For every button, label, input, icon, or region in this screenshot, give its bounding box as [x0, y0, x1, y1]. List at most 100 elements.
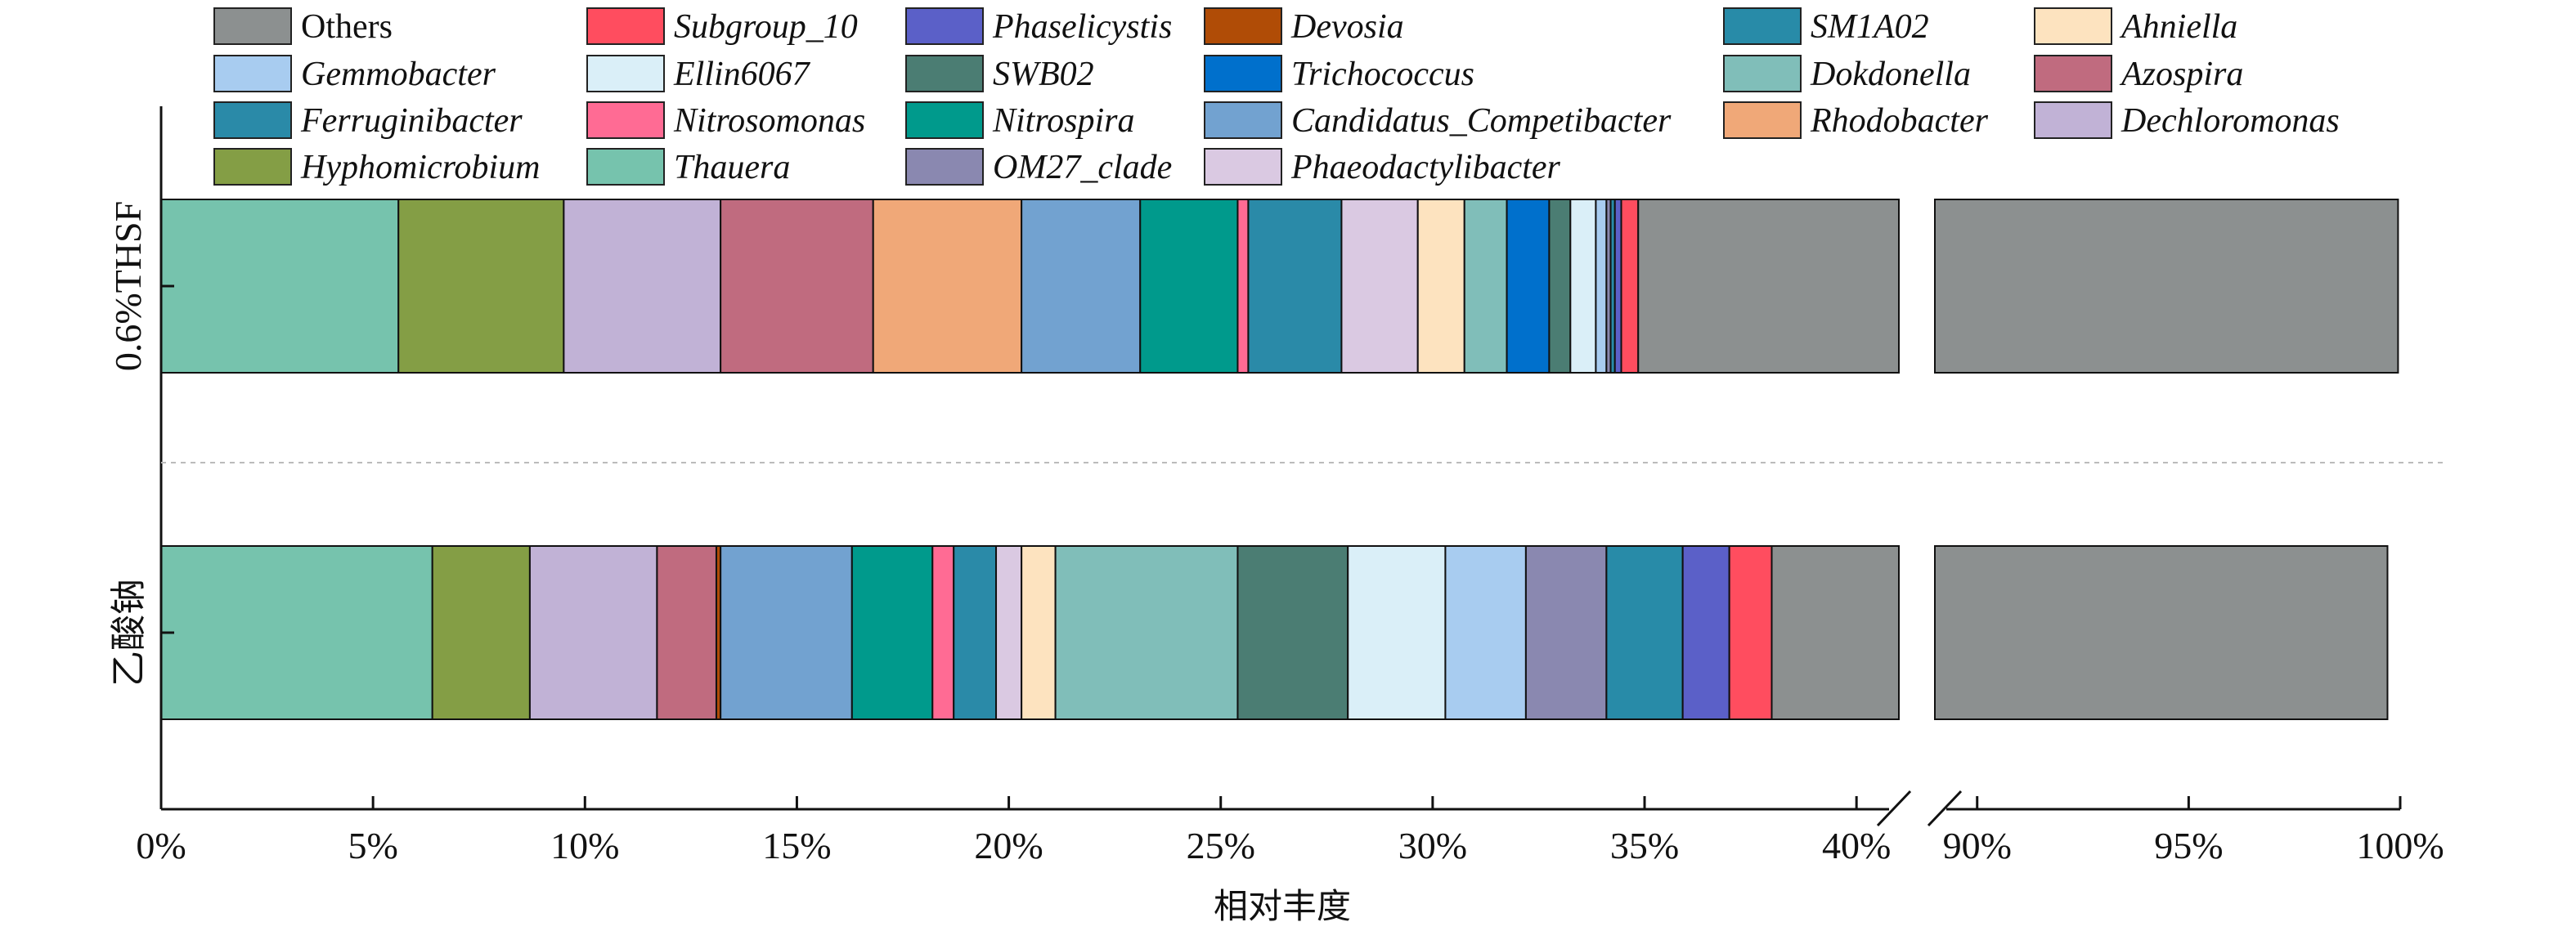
legend-item-azospira: Azospira — [2034, 55, 2243, 93]
x-tick-label: 100% — [2356, 825, 2444, 866]
bar-segment-subgroup-10 — [1620, 199, 1640, 374]
x-axis-title: 相对丰度 — [1214, 886, 1351, 926]
legend-swatch — [1204, 148, 1282, 186]
bar-segment-ellin6067 — [1347, 545, 1447, 720]
bar-segment-others — [1770, 545, 1901, 720]
bar-segment-others — [1637, 199, 1900, 374]
legend-item-trichococcus: Trichococcus — [1204, 55, 1474, 93]
legend-swatch — [213, 7, 292, 45]
bar-segment-phaeodactylibacter — [995, 545, 1023, 720]
legend-label: Devosia — [1290, 8, 1404, 46]
legend-label: SM1A02 — [1811, 8, 1929, 46]
legend-swatch — [905, 101, 984, 139]
legend-swatch — [2034, 7, 2112, 45]
legend-swatch — [586, 148, 665, 186]
legend-label: Gemmobacter — [301, 56, 496, 93]
legend-item-phaeodactylibacter: Phaeodactylibacter — [1204, 148, 1561, 186]
bar-segment-ahniella — [1416, 199, 1465, 374]
x-tick-label: 15% — [762, 825, 831, 866]
legend-item-swb02: SWB02 — [905, 55, 1094, 93]
bar-segment-subgroup-10 — [1728, 545, 1773, 720]
bar-segment-rhodobacter — [872, 199, 1023, 374]
bar-segment-thauera — [160, 199, 400, 374]
bars — [160, 199, 2399, 720]
bar-segment-dokdonella — [1463, 199, 1508, 374]
bar-segment-candidatus-competibacter — [1021, 199, 1142, 374]
legend-label: Dechloromonas — [2120, 102, 2340, 140]
legend-label: Dokdonella — [1810, 56, 1971, 93]
bar-segment-hyphomicrobium — [431, 545, 531, 720]
bar-segment-dokdonella — [1054, 545, 1239, 720]
bar-segment-gemmobacter — [1595, 199, 1608, 374]
bar-segment-gemmobacter — [1444, 545, 1527, 720]
legend-swatch — [586, 7, 665, 45]
legend-swatch — [1723, 7, 1802, 45]
legend-swatch — [586, 55, 665, 92]
legend-label: OM27_clade — [993, 149, 1172, 186]
legend-label: Azospira — [2119, 56, 2243, 93]
legend-swatch — [905, 55, 984, 92]
bar-segment-ferruginibacter — [953, 545, 998, 720]
x-tick-label: 0% — [136, 825, 186, 866]
bar-row-1 — [160, 199, 2399, 374]
legend-label: Subgroup_10 — [674, 8, 858, 46]
legend-item-rhodobacter: Rhodobacter — [1723, 101, 1989, 140]
legend-label: Thauera — [674, 149, 790, 186]
legend-label: Hyphomicrobium — [300, 149, 540, 186]
x-tick-label: 90% — [1943, 825, 2012, 866]
bar-segment-thauera — [160, 545, 433, 720]
bar-segment-sm1a02 — [1605, 545, 1684, 720]
legend-label: Ahniella — [2119, 8, 2237, 46]
legend-swatch — [2034, 101, 2112, 139]
bar-segment-nitrosomonas — [931, 545, 955, 720]
bar-segment-om27-clade — [1524, 545, 1608, 720]
legend-item-ahniella: Ahniella — [2034, 7, 2237, 46]
x-tick-label: 5% — [348, 825, 397, 866]
legend-label: Trichococcus — [1291, 56, 1474, 93]
bar-segment-swb02 — [1236, 545, 1349, 720]
legend-item-others: Others — [213, 7, 393, 46]
legend-label: Ellin6067 — [673, 56, 811, 93]
legend-swatch — [213, 101, 292, 139]
bar-segment-hyphomicrobium — [397, 199, 565, 374]
legend-swatch — [905, 148, 984, 186]
bar-segment-ahniella — [1021, 545, 1057, 720]
legend-swatch — [1204, 7, 1282, 45]
legend-item-hyphomicrobium: Hyphomicrobium — [213, 148, 540, 186]
legend-item-devosia: Devosia — [1204, 7, 1404, 46]
legend-label: Phaselicystis — [992, 8, 1172, 46]
axis-break-mark — [1927, 790, 1963, 827]
bar-segment-ellin6067 — [1569, 199, 1597, 374]
bar-segment-nitrospira — [1139, 199, 1239, 374]
axes: 0% 5% 10% 15% 20% 25% 30% 35% 40% 90% 95% 100% 0.6%T… — [107, 106, 2445, 866]
legend-swatch — [1723, 55, 1802, 92]
legend-item-sm1a02: SM1A02 — [1723, 7, 1929, 46]
legend-item-candidatus-competibacter: Candidatus_Competibacter — [1204, 101, 1672, 140]
legend: Others Subgroup_10 Phaselicystis Devosia SM1… — [213, 7, 2340, 186]
bar-segment-dechloromonas — [563, 199, 722, 374]
bar-segment-phaselicystis — [1613, 199, 1622, 374]
legend-item-gemmobacter: Gemmobacter — [213, 55, 496, 93]
category-label: 乙酸钠 — [108, 579, 150, 687]
bar-segment-others — [1934, 545, 2389, 720]
x-tick-label: 95% — [2154, 825, 2223, 866]
legend-item-phaselicystis: Phaselicystis — [905, 7, 1172, 46]
legend-label: Others — [301, 8, 393, 46]
x-tick-label: 20% — [974, 825, 1043, 866]
legend-swatch — [213, 55, 292, 92]
legend-item-ellin6067: Ellin6067 — [586, 55, 811, 93]
bar-segment-swb02 — [1548, 199, 1572, 374]
legend-swatch — [1723, 101, 1802, 139]
category-label: 0.6%THSF — [107, 201, 149, 371]
legend-label: Rhodobacter — [1810, 102, 1989, 140]
axis-break-mark — [1876, 790, 1912, 827]
bar-segment-dechloromonas — [528, 545, 658, 720]
bar-row-2 — [160, 545, 2389, 720]
legend-item-subgroup-10: Subgroup_10 — [586, 7, 858, 46]
bar-segment-nitrosomonas — [1236, 199, 1250, 374]
legend-item-nitrosomonas: Nitrosomonas — [586, 101, 865, 140]
legend-label: Candidatus_Competibacter — [1291, 102, 1672, 140]
legend-swatch — [2034, 55, 2112, 92]
legend-label: Ferruginibacter — [300, 102, 523, 140]
